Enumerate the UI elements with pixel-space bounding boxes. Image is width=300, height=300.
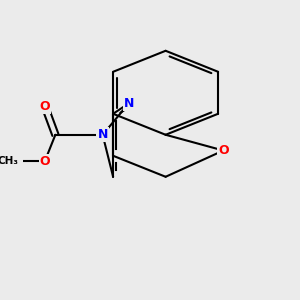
Text: N: N: [98, 128, 108, 141]
Text: O: O: [218, 144, 229, 157]
Text: O: O: [40, 100, 50, 113]
Text: O: O: [40, 154, 50, 167]
Text: N: N: [124, 97, 134, 110]
Text: CH₃: CH₃: [0, 156, 19, 166]
